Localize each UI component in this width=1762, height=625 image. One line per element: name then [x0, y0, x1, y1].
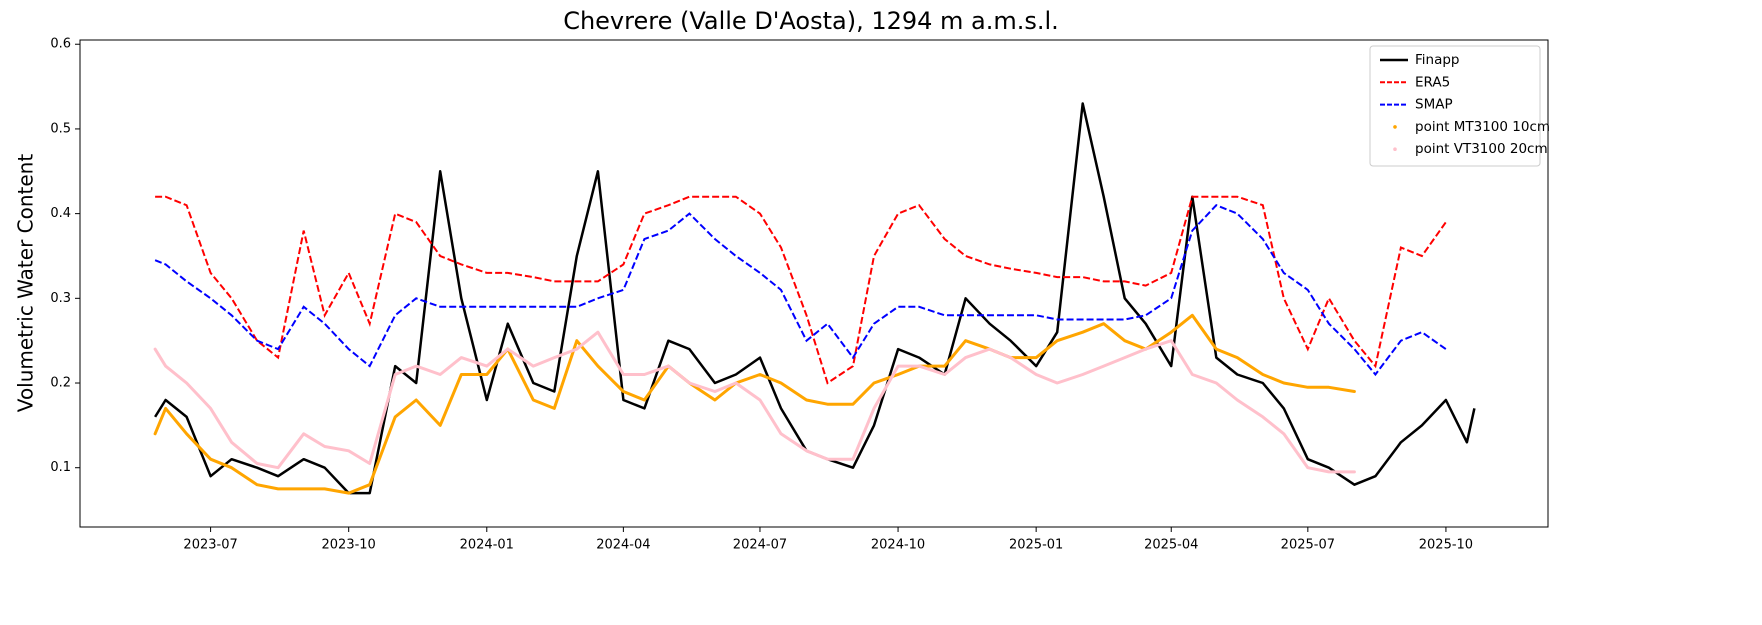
series-line	[153, 330, 1356, 474]
series-line	[154, 204, 1447, 377]
legend-label: SMAP	[1415, 97, 1453, 113]
x-tick-label: 2025-07	[1281, 538, 1335, 553]
legend-label: point MT3100 10cm	[1415, 119, 1550, 135]
x-tick-label: 2025-04	[1144, 538, 1198, 553]
x-tick-label: 2024-07	[733, 538, 787, 553]
y-tick-label: 0.5	[50, 121, 71, 136]
y-tick-label: 0.4	[50, 206, 71, 221]
x-tick-label: 2024-04	[596, 538, 650, 553]
legend: Finapp ERA5 SMAP point MT3100 10cm point VT3…	[1369, 45, 1550, 167]
y-tick-label: 0.3	[50, 291, 71, 306]
x-tick-label: 2024-01	[460, 538, 514, 553]
x-tick-label: 2025-10	[1419, 538, 1473, 553]
y-tick-label: 0.2	[50, 376, 71, 391]
x-tick-label: 2024-10	[871, 538, 925, 553]
x-tick-label: 2025-01	[1009, 538, 1063, 553]
legend-label: point VT3100 20cm	[1415, 141, 1548, 157]
legend-marker	[1393, 125, 1397, 129]
chart-title: Chevrere (Valle D'Aosta), 1294 m a.m.s.l…	[563, 7, 1059, 35]
x-tick-label: 2023-10	[322, 538, 376, 553]
y-tick-label: 0.1	[50, 460, 71, 475]
legend-marker	[1393, 147, 1397, 151]
legend-label: Finapp	[1415, 52, 1460, 68]
legend-label: ERA5	[1415, 74, 1450, 90]
y-tick-label: 0.6	[50, 37, 71, 52]
y-axis-label: Volumetric Water Content	[14, 154, 38, 413]
series-line	[155, 195, 1447, 385]
plot-frame	[79, 39, 1549, 528]
x-tick-label: 2023-07	[183, 538, 237, 553]
legend-box	[1369, 45, 1541, 167]
